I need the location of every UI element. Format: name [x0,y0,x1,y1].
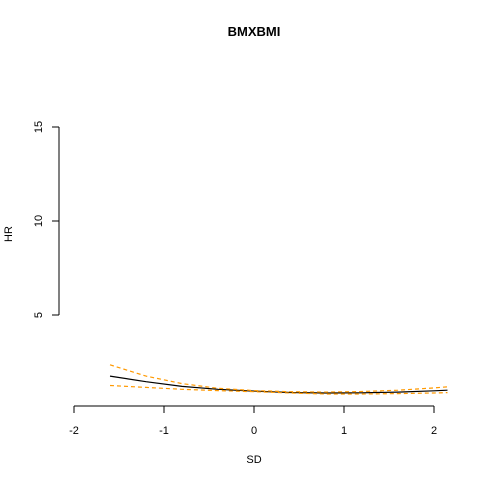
ci-upper-line [109,364,448,393]
x-tick-label: 2 [431,425,437,437]
x-axis: -2 -1 0 1 2 [69,405,437,437]
y-tick-label: 15 [33,121,45,133]
series-layer [109,364,448,395]
x-tick-label: -1 [159,425,169,437]
x-tick-label: 0 [251,425,257,437]
y-tick-label: 10 [33,215,45,227]
chart-title: BMXBMI [228,24,281,39]
estimate-line [109,375,448,394]
y-tick-label: 5 [33,312,45,318]
y-axis-title: HR [3,226,15,242]
y-axis: 5 10 15 [33,121,60,318]
x-tick-label: -2 [69,425,79,437]
x-tick-label: 1 [341,425,347,437]
x-axis-title: SD [246,454,261,466]
